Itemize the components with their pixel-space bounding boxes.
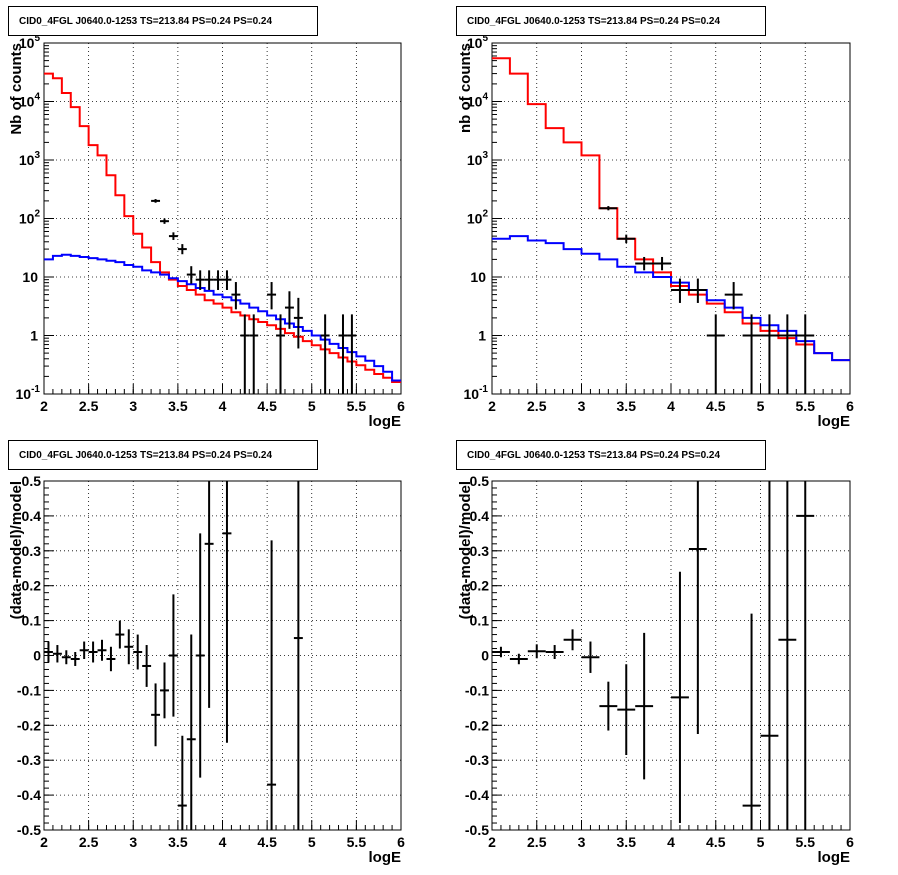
y-tick-label: -0.4 xyxy=(17,787,41,803)
x-tick-label: 2.5 xyxy=(527,398,547,414)
y-tick-label: 0.3 xyxy=(22,543,42,559)
x-tick-label: 6 xyxy=(846,834,854,850)
y-tick-label: 102 xyxy=(467,209,489,227)
y-tick-label: 0.4 xyxy=(22,508,42,524)
y-tick-label: -0.1 xyxy=(17,682,41,698)
x-tick-label: 3 xyxy=(129,834,137,850)
x-tick-label: 2 xyxy=(40,398,48,414)
y-tick-label: 102 xyxy=(19,209,41,227)
x-axis-label: logE xyxy=(818,413,851,430)
y-tick-label: 1 xyxy=(478,328,486,344)
y-tick-label: 0.2 xyxy=(22,578,42,594)
y-tick-label: 104 xyxy=(467,92,489,110)
x-tick-label: 4.5 xyxy=(257,834,277,850)
y-tick-label: 0 xyxy=(33,648,41,664)
residual-panel-right: 2 2.5 3 3.5 4 4.5 5 5.5 6 logE -0.5 -0.4 -0.3 -0.2 -0.… xyxy=(449,437,898,874)
chart-title: CID0_4FGL J0640.0-1253 TS=213.84 PS=0.24… xyxy=(8,440,318,470)
x-tick-label: 2 xyxy=(488,398,496,414)
x-tick-label: 3 xyxy=(578,834,586,850)
x-tick-label: 5.5 xyxy=(347,834,367,850)
y-tick-label: -0.5 xyxy=(17,822,41,838)
y-tick-label: 103 xyxy=(467,150,489,168)
x-tick-label: 4 xyxy=(667,834,675,850)
x-tick-label: 3.5 xyxy=(617,834,637,850)
x-tick-label: 4.5 xyxy=(706,834,726,850)
x-tick-label: 4.5 xyxy=(706,398,726,414)
y-tick-label: 10-1 xyxy=(464,384,489,402)
x-tick-label: 4.5 xyxy=(257,398,277,414)
y-axis-label: (data-model)/model xyxy=(8,481,25,619)
chart-title: CID0_4FGL J0640.0-1253 TS=213.84 PS=0.24… xyxy=(456,6,766,36)
x-tick-label: 3 xyxy=(129,398,137,414)
y-tick-label: 103 xyxy=(19,150,41,168)
y-tick-label: 10 xyxy=(470,269,486,285)
x-tick-label: 2 xyxy=(488,834,496,850)
x-tick-label: 5 xyxy=(308,834,316,850)
y-tick-label: 0.1 xyxy=(470,613,490,629)
y-tick-label: 0.5 xyxy=(470,473,490,489)
x-tick-label: 2.5 xyxy=(79,398,99,414)
x-tick-label: 6 xyxy=(397,834,405,850)
x-tick-label: 3 xyxy=(578,398,586,414)
y-tick-label: 104 xyxy=(19,92,41,110)
x-axis-label: logE xyxy=(369,413,402,430)
y-tick-label: -0.5 xyxy=(465,822,489,838)
x-tick-label: 3.5 xyxy=(168,398,188,414)
y-axis-label: nb of counts xyxy=(457,43,474,133)
residual-panel-left: 2 2.5 3 3.5 4 4.5 5 5.5 6 logE -0.5 -0.4 -0.3 -0.2 -0.… xyxy=(0,437,449,874)
y-tick-label: 10-1 xyxy=(16,384,41,402)
y-tick-label: 1 xyxy=(30,328,38,344)
y-axis-label: Nb of counts xyxy=(8,43,25,135)
y-tick-label: 0.1 xyxy=(22,613,42,629)
x-tick-label: 5.5 xyxy=(796,834,816,850)
x-tick-label: 2.5 xyxy=(527,834,547,850)
x-tick-label: 2 xyxy=(40,834,48,850)
y-tick-label: -0.2 xyxy=(465,717,489,733)
x-tick-label: 5 xyxy=(757,834,765,850)
y-tick-label: 105 xyxy=(467,33,489,51)
x-axis-label: logE xyxy=(369,849,402,866)
x-tick-label: 5.5 xyxy=(347,398,367,414)
model-background-histogram xyxy=(492,235,850,362)
y-tick-label: 0.4 xyxy=(470,508,490,524)
counts-panel-right: 2 2.5 3 3.5 4 4.5 5 5.5 6 logE 10-1 1 10 102 103 104 105… xyxy=(449,0,898,437)
model-background-histogram xyxy=(44,253,401,382)
y-tick-label: -0.4 xyxy=(465,787,489,803)
y-tick-label: 0.2 xyxy=(470,578,490,594)
y-tick-label: -0.1 xyxy=(465,682,489,698)
model-total-histogram xyxy=(44,72,401,384)
chart-title: CID0_4FGL J0640.0-1253 TS=213.84 PS=0.24… xyxy=(8,6,318,36)
x-tick-label: 6 xyxy=(846,398,854,414)
x-tick-label: 3.5 xyxy=(617,398,637,414)
y-tick-label: 0.5 xyxy=(22,473,42,489)
y-tick-label: 105 xyxy=(19,33,41,51)
y-tick-label: 0 xyxy=(481,648,489,664)
y-tick-label: 10 xyxy=(22,269,38,285)
x-tick-label: 5.5 xyxy=(796,398,816,414)
x-tick-label: 4 xyxy=(667,398,675,414)
y-tick-label: -0.3 xyxy=(17,752,41,768)
x-tick-label: 5 xyxy=(757,398,765,414)
counts-panel-left: 2 2.5 3 3.5 4 4.5 5 5.5 6 logE 10-1 1 10 102 103 104 105… xyxy=(0,0,449,437)
x-tick-label: 4 xyxy=(219,834,227,850)
x-tick-label: 6 xyxy=(397,398,405,414)
x-axis-label: logE xyxy=(818,849,851,866)
x-tick-label: 5 xyxy=(308,398,316,414)
y-tick-label: -0.3 xyxy=(465,752,489,768)
x-tick-label: 2.5 xyxy=(79,834,99,850)
y-tick-label: -0.2 xyxy=(17,717,41,733)
x-tick-label: 3.5 xyxy=(168,834,188,850)
chart-title: CID0_4FGL J0640.0-1253 TS=213.84 PS=0.24… xyxy=(456,440,766,470)
y-tick-label: 0.3 xyxy=(470,543,490,559)
x-tick-label: 4 xyxy=(219,398,227,414)
y-axis-label: (data-model)/model xyxy=(457,481,474,619)
